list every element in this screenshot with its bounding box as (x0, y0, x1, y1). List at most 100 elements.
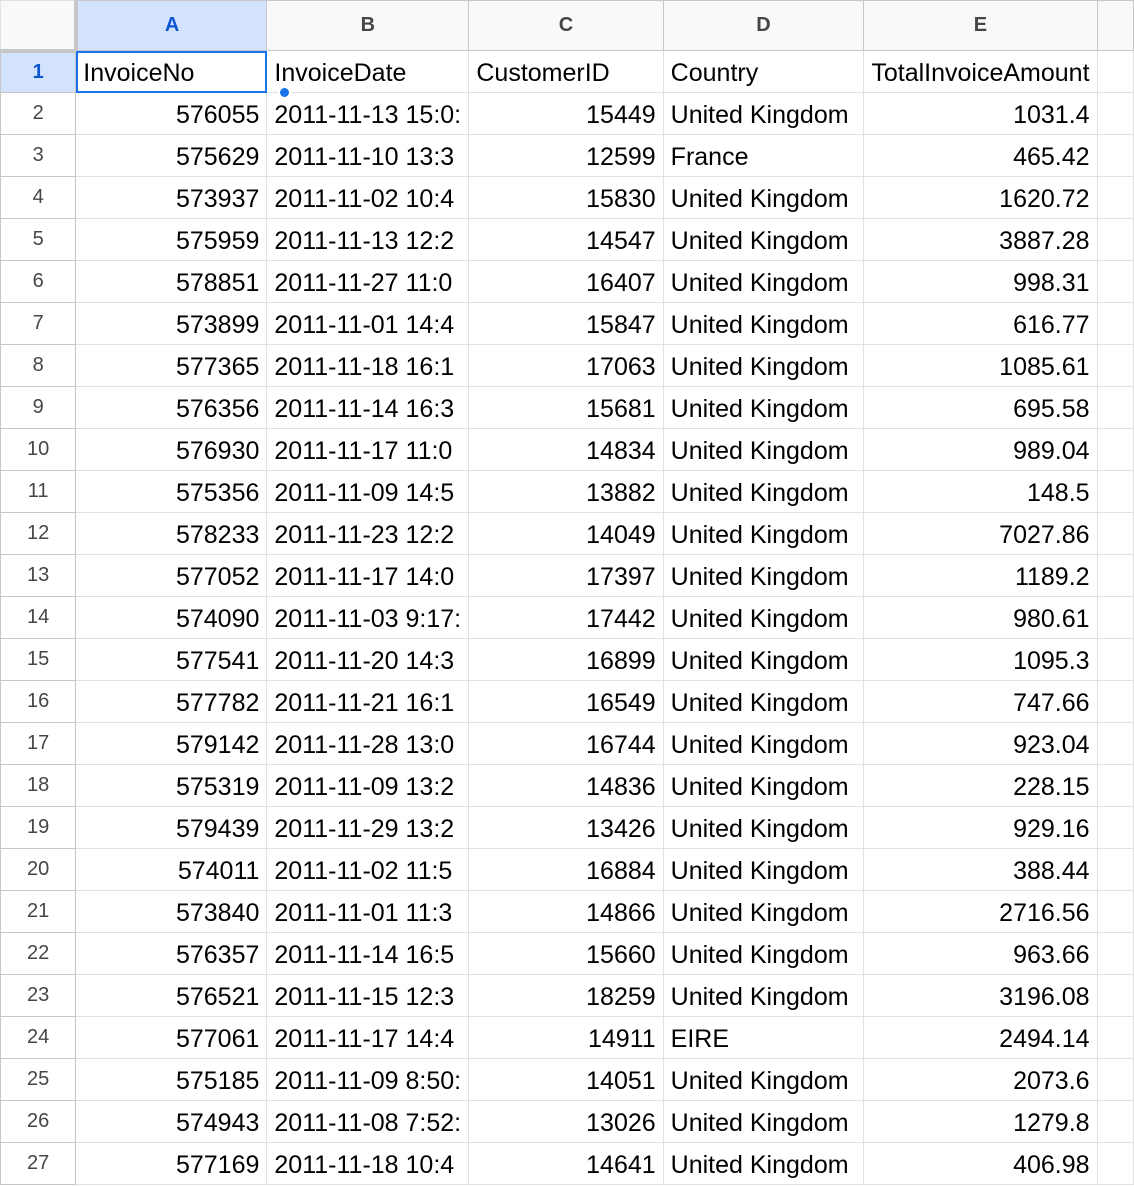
cell-d9[interactable]: United Kingdom (662, 386, 865, 429)
cell-c11[interactable]: 13882 (468, 470, 664, 513)
cell-c20[interactable]: 16884 (468, 848, 664, 891)
cell-a4[interactable]: 573937 (75, 176, 268, 219)
cell-a12[interactable]: 578233 (75, 512, 268, 555)
row-header[interactable]: 12 (0, 512, 77, 555)
row-header[interactable]: 23 (0, 974, 77, 1017)
cell-c5[interactable]: 14547 (468, 218, 664, 261)
cell-c13[interactable]: 17397 (468, 554, 664, 597)
cell-empty[interactable] (1096, 1142, 1134, 1185)
cell-e20[interactable]: 388.44 (863, 848, 1098, 891)
row-header[interactable]: 17 (0, 722, 77, 765)
cell-d20[interactable]: United Kingdom (662, 848, 865, 891)
cell-e23[interactable]: 3196.08 (863, 974, 1098, 1017)
cell-empty[interactable] (1096, 596, 1134, 639)
cell-e1[interactable]: TotalInvoiceAmount (863, 50, 1098, 93)
cell-empty[interactable] (1096, 890, 1134, 933)
cell-a11[interactable]: 575356 (75, 470, 268, 513)
cell-c27[interactable]: 14641 (468, 1142, 664, 1185)
cell-d14[interactable]: United Kingdom (662, 596, 865, 639)
cell-d18[interactable]: United Kingdom (662, 764, 865, 807)
row-header[interactable]: 27 (0, 1142, 77, 1185)
cell-empty[interactable] (1096, 344, 1134, 387)
row-header[interactable]: 21 (0, 890, 77, 933)
cell-c2[interactable]: 15449 (468, 92, 664, 135)
cell-d2[interactable]: United Kingdom (662, 92, 865, 135)
cell-e27[interactable]: 406.98 (863, 1142, 1098, 1185)
cell-empty[interactable] (1096, 554, 1134, 597)
cell-a8[interactable]: 577365 (75, 344, 268, 387)
cell-c3[interactable]: 12599 (468, 134, 664, 177)
cell-d5[interactable]: United Kingdom (662, 218, 865, 261)
cell-d4[interactable]: United Kingdom (662, 176, 865, 219)
cell-a9[interactable]: 576356 (75, 386, 268, 429)
row-header[interactable]: 1 (0, 50, 77, 93)
cell-b6[interactable]: 2011-11-27 11:0 (266, 260, 470, 303)
cell-a20[interactable]: 574011 (75, 848, 268, 891)
cell-empty[interactable] (1096, 680, 1134, 723)
cell-a2[interactable]: 576055 (75, 92, 268, 135)
cell-e4[interactable]: 1620.72 (863, 176, 1098, 219)
cell-empty[interactable] (1096, 512, 1134, 555)
cell-d10[interactable]: United Kingdom (662, 428, 865, 471)
cell-b2[interactable]: 2011-11-13 15:0: (266, 92, 470, 135)
cell-d26[interactable]: United Kingdom (662, 1100, 865, 1143)
cell-e5[interactable]: 3887.28 (863, 218, 1098, 261)
row-header[interactable]: 18 (0, 764, 77, 807)
row-header[interactable]: 22 (0, 932, 77, 975)
cell-b15[interactable]: 2011-11-20 14:3 (266, 638, 470, 681)
cell-a5[interactable]: 575959 (75, 218, 268, 261)
cell-b9[interactable]: 2011-11-14 16:3 (266, 386, 470, 429)
cell-empty[interactable] (1096, 1100, 1134, 1143)
column-header-next[interactable] (1096, 0, 1134, 51)
cell-e11[interactable]: 148.5 (863, 470, 1098, 513)
cell-empty[interactable] (1096, 218, 1134, 261)
cell-e12[interactable]: 7027.86 (863, 512, 1098, 555)
cell-b17[interactable]: 2011-11-28 13:0 (266, 722, 470, 765)
cell-a22[interactable]: 576357 (75, 932, 268, 975)
row-header[interactable]: 19 (0, 806, 77, 849)
cell-d13[interactable]: United Kingdom (662, 554, 865, 597)
cell-a10[interactable]: 576930 (75, 428, 268, 471)
cell-c1[interactable]: CustomerID (468, 50, 664, 93)
cell-a21[interactable]: 573840 (75, 890, 268, 933)
cell-empty[interactable] (1096, 470, 1134, 513)
cell-e16[interactable]: 747.66 (863, 680, 1098, 723)
fill-handle[interactable] (278, 86, 291, 99)
cell-c22[interactable]: 15660 (468, 932, 664, 975)
cell-e18[interactable]: 228.15 (863, 764, 1098, 807)
cell-a14[interactable]: 574090 (75, 596, 268, 639)
cell-e24[interactable]: 2494.14 (863, 1016, 1098, 1059)
cell-b13[interactable]: 2011-11-17 14:0 (266, 554, 470, 597)
cell-empty[interactable] (1096, 386, 1134, 429)
cell-c17[interactable]: 16744 (468, 722, 664, 765)
cell-d8[interactable]: United Kingdom (662, 344, 865, 387)
cell-empty[interactable] (1096, 176, 1134, 219)
row-header[interactable]: 11 (0, 470, 77, 513)
cell-e15[interactable]: 1095.3 (863, 638, 1098, 681)
row-header[interactable]: 6 (0, 260, 77, 303)
cell-empty[interactable] (1096, 1058, 1134, 1101)
row-header[interactable]: 9 (0, 386, 77, 429)
row-header[interactable]: 25 (0, 1058, 77, 1101)
cell-e21[interactable]: 2716.56 (863, 890, 1098, 933)
column-header-d[interactable]: D (662, 0, 865, 51)
cell-b19[interactable]: 2011-11-29 13:2 (266, 806, 470, 849)
cell-e19[interactable]: 929.16 (863, 806, 1098, 849)
cell-b4[interactable]: 2011-11-02 10:4 (266, 176, 470, 219)
cell-d25[interactable]: United Kingdom (662, 1058, 865, 1101)
cell-c16[interactable]: 16549 (468, 680, 664, 723)
cell-e6[interactable]: 998.31 (863, 260, 1098, 303)
cell-b25[interactable]: 2011-11-09 8:50: (266, 1058, 470, 1101)
cell-c23[interactable]: 18259 (468, 974, 664, 1017)
cell-c15[interactable]: 16899 (468, 638, 664, 681)
cell-a16[interactable]: 577782 (75, 680, 268, 723)
cell-empty[interactable] (1096, 92, 1134, 135)
cell-a18[interactable]: 575319 (75, 764, 268, 807)
cell-a15[interactable]: 577541 (75, 638, 268, 681)
cell-a13[interactable]: 577052 (75, 554, 268, 597)
cell-b27[interactable]: 2011-11-18 10:4 (266, 1142, 470, 1185)
cell-e25[interactable]: 2073.6 (863, 1058, 1098, 1101)
cell-d7[interactable]: United Kingdom (662, 302, 865, 345)
row-header[interactable]: 14 (0, 596, 77, 639)
cell-a1[interactable]: InvoiceNo (75, 50, 268, 93)
